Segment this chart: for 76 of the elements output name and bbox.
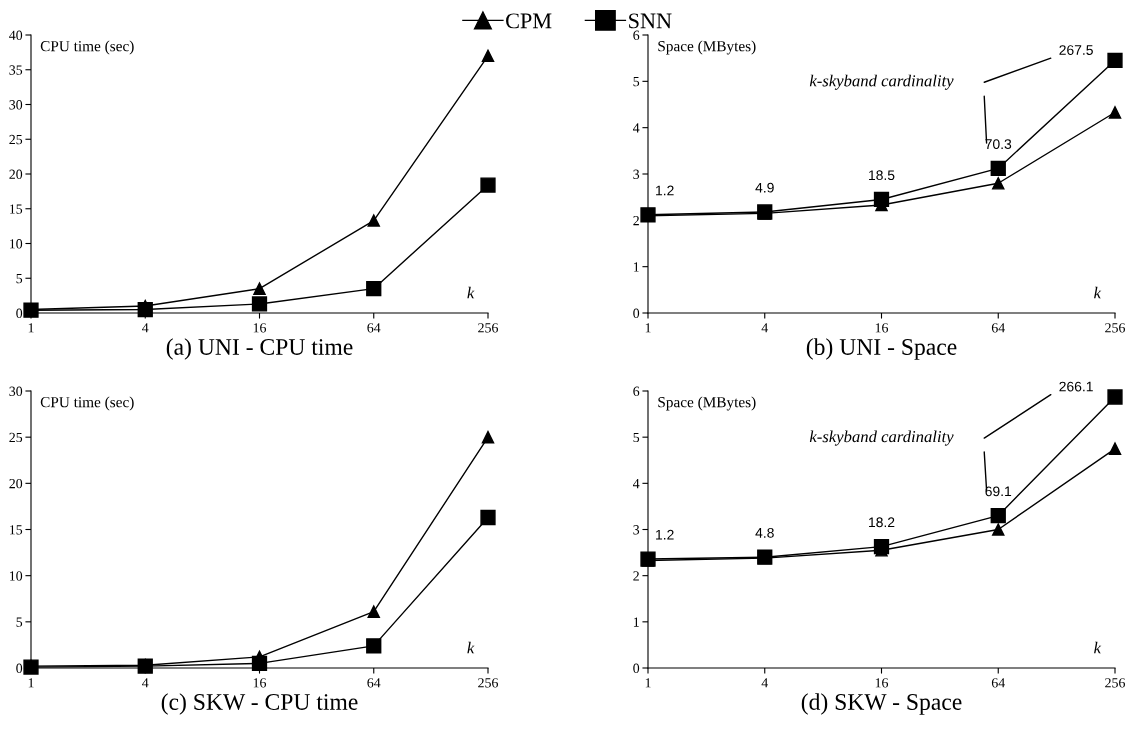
y-tick-label: 15 (10, 525, 23, 535)
annotation: k-skyband cardinality (809, 430, 954, 446)
x-tick-label: 64 (991, 678, 1005, 688)
y-tick-label: 10 (10, 571, 23, 581)
y-tick-label: 20 (9, 478, 23, 489)
x-axis-title: k (1094, 286, 1102, 299)
y-tick-label: 1 (633, 617, 639, 627)
y-tick-label: 5 (633, 432, 640, 443)
y-tick-label: 0 (633, 663, 640, 673)
y-axis-title: Space (MBytes) (658, 396, 756, 411)
y-tick-label: 4 (632, 479, 640, 489)
x-tick-label: 4 (761, 678, 769, 688)
legend-label: CPM (506, 13, 552, 29)
annotation: 1.2 (656, 529, 674, 540)
annotation: 18.5 (869, 170, 895, 181)
y-tick-label: 3 (633, 525, 640, 535)
annotation: 18.2 (869, 517, 895, 528)
y-tick-label: 5 (633, 77, 640, 87)
x-tick-label: 4 (761, 323, 769, 333)
y-tick-label: 40 (9, 30, 23, 40)
x-tick-label: 64 (991, 323, 1005, 333)
y-tick-label: 25 (9, 432, 23, 443)
legend-label: SNN (629, 13, 672, 29)
y-tick-label: 1 (633, 262, 639, 272)
y-tick-label: 15 (10, 204, 23, 214)
y-tick-label: 0 (633, 308, 640, 318)
x-tick-label: 64 (367, 678, 381, 688)
x-tick-label: 1 (28, 678, 34, 688)
x-tick-label: 4 (142, 678, 149, 688)
y-tick-label: 5 (16, 617, 23, 627)
x-tick-label: 1 (645, 323, 651, 333)
y-tick-label: 0 (16, 663, 23, 673)
x-axis-title: k (1094, 641, 1102, 654)
x-tick-label: 256 (478, 323, 498, 333)
x-tick-label: 1 (645, 678, 651, 688)
annotation: 4.9 (755, 182, 774, 193)
y-tick-label: 6 (633, 30, 640, 40)
x-tick-label: 256 (478, 678, 498, 688)
y-tick-label: 3 (633, 169, 640, 179)
y-tick-label: 5 (16, 273, 23, 284)
annotation: 267.5 (1059, 45, 1093, 55)
x-axis-title: k (467, 641, 475, 654)
annotation: 1.2 (656, 185, 674, 196)
annotation: 69.1 (985, 486, 1012, 497)
y-axis-title: CPU time (sec) (40, 396, 134, 411)
annotation: 4.8 (755, 527, 774, 538)
y-tick-label: 0 (16, 308, 23, 318)
x-tick-label: 4 (142, 323, 149, 333)
text: (d) SKW - Space (801, 693, 962, 715)
text: (b) UNI - Space (806, 338, 957, 360)
y-tick-label: 6 (633, 386, 640, 396)
x-tick-label: 1 (28, 323, 34, 333)
y-tick-label: 25 (9, 134, 23, 145)
y-tick-label: 30 (9, 386, 23, 396)
y-tick-label: 35 (9, 65, 23, 75)
annotation: 266.1 (1059, 381, 1093, 392)
y-tick-label: 20 (9, 169, 23, 179)
x-tick-label: 256 (1105, 678, 1125, 688)
y-tick-label: 4 (632, 123, 640, 133)
x-tick-label: 64 (367, 323, 381, 333)
x-tick-label: 16 (875, 678, 889, 688)
x-tick-label: 16 (875, 323, 889, 333)
x-tick-label: 16 (253, 678, 267, 688)
y-tick-label: 10 (10, 239, 23, 249)
y-axis-title: CPU time (sec) (40, 40, 134, 55)
x-tick-label: 256 (1105, 323, 1125, 333)
y-axis-title: Space (MBytes) (658, 40, 756, 55)
x-tick-label: 16 (253, 323, 267, 333)
y-tick-label: 30 (9, 100, 23, 110)
text: (c) SKW - CPU time (161, 693, 358, 715)
y-tick-label: 2 (633, 215, 639, 226)
text: (a) UNI - CPU time (166, 338, 353, 360)
y-tick-label: 2 (633, 571, 639, 581)
annotation: k-skyband cardinality (809, 74, 954, 90)
x-axis-title: k (467, 286, 475, 299)
annotation: 70.3 (985, 139, 1012, 150)
